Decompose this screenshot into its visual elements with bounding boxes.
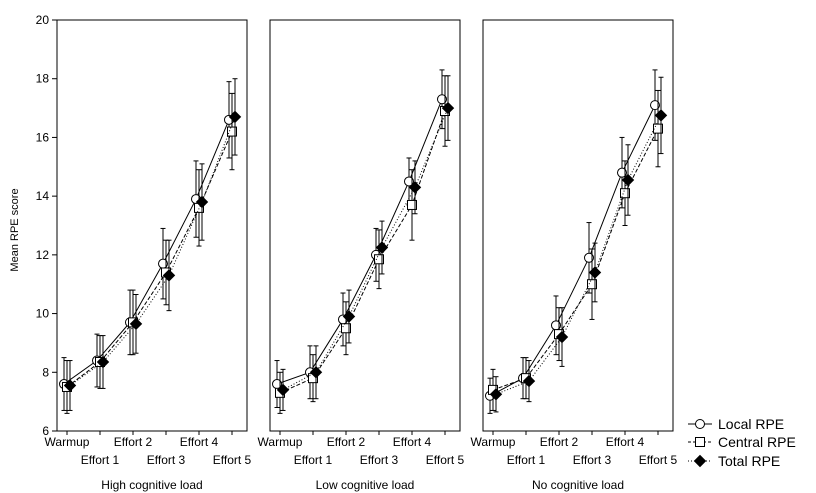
- data-point-diamond: [96, 355, 110, 369]
- series: [59, 81, 234, 411]
- y-tick-label: 18: [36, 72, 50, 86]
- y-tick-label: 6: [42, 424, 49, 438]
- panel-label: No cognitive load: [532, 478, 624, 492]
- chart-panel: Warmup Effort 1 Effort 2 Effort 3 Effort 4 Ef…: [471, 19, 678, 492]
- panels: Warmup Effort 1 Effort 2 Effort 3 Effort 4 Ef…: [45, 19, 678, 492]
- x-tick-label: Effort 4: [606, 435, 645, 449]
- data-point-square: [587, 279, 597, 290]
- x-tick-label: Effort 3: [360, 453, 399, 467]
- data-point-diamond: [654, 109, 668, 122]
- x-tick-label: Effort 5: [213, 453, 252, 467]
- data-point-diamond: [309, 366, 323, 379]
- x-tick-label: Effort 5: [639, 453, 678, 467]
- data-point-diamond: [162, 269, 176, 282]
- data-point-diamond: [63, 379, 77, 392]
- data-point-diamond: [342, 310, 356, 323]
- data-point-square: [407, 199, 417, 210]
- data-point-square: [653, 123, 663, 134]
- x-tick-label: Warmup: [258, 435, 303, 449]
- series-line: [63, 119, 230, 385]
- data-point-circle: [437, 94, 447, 105]
- data-point-diamond: [276, 383, 290, 397]
- x-tick-label: Effort 1: [294, 453, 333, 467]
- panel-frame: [269, 19, 461, 432]
- panel-frame: [56, 19, 248, 432]
- data-point-diamond: [228, 110, 242, 124]
- series: [63, 78, 242, 411]
- data-point-diamond: [408, 181, 422, 194]
- data-point-square: [227, 126, 237, 137]
- data-point-diamond: [441, 101, 455, 115]
- x-tick-label: Effort 4: [180, 435, 219, 449]
- data-point-circle: [650, 100, 660, 111]
- series: [276, 75, 455, 411]
- series-line: [276, 99, 443, 385]
- data-point-diamond: [588, 266, 602, 279]
- data-point-circle: [695, 419, 705, 429]
- series-line: [492, 128, 659, 391]
- x-tick-label: Effort 3: [147, 453, 186, 467]
- series: [62, 92, 237, 414]
- data-point-circle: [584, 252, 594, 263]
- legend-label: Total RPE: [718, 453, 780, 469]
- data-point-square: [341, 323, 351, 334]
- data-point-diamond: [129, 317, 143, 331]
- data-point-circle: [617, 167, 627, 178]
- series-line: [489, 104, 656, 397]
- y-tick-label: 8: [42, 365, 49, 379]
- chart-panel: Warmup Effort 1 Effort 2 Effort 3 Effort 4 Ef…: [258, 19, 465, 492]
- series-line: [69, 116, 236, 386]
- data-point-diamond: [621, 173, 635, 187]
- x-tick-label: Effort 1: [507, 453, 546, 467]
- y-tick-label: 20: [36, 13, 50, 27]
- panel-label: High cognitive load: [101, 478, 202, 492]
- data-point-circle: [404, 176, 414, 187]
- legend: Local RPE Central RPE Total RPE: [688, 416, 796, 469]
- series-line: [66, 131, 233, 388]
- y-tick-label: 12: [36, 248, 50, 262]
- legend-label: Central RPE: [718, 434, 796, 450]
- data-point-diamond: [375, 241, 389, 254]
- legend-label: Local RPE: [718, 416, 784, 432]
- x-tick-label: Effort 2: [114, 435, 153, 449]
- y-tick-label: 16: [36, 130, 50, 144]
- series: [485, 69, 660, 414]
- y-tick-label: 10: [36, 307, 50, 321]
- chart-panel: Warmup Effort 1 Effort 2 Effort 3 Effort 4 Ef…: [45, 19, 252, 492]
- series-line: [495, 115, 662, 395]
- x-tick-label: Effort 4: [393, 435, 432, 449]
- panel-frame: [482, 19, 674, 432]
- panel-label: Low cognitive load: [316, 478, 415, 492]
- data-point-diamond: [693, 454, 707, 468]
- y-tick-label: 14: [36, 189, 50, 203]
- x-tick-label: Warmup: [471, 435, 516, 449]
- x-tick-label: Effort 5: [426, 453, 465, 467]
- series-line: [282, 107, 449, 391]
- x-tick-label: Effort 2: [327, 435, 366, 449]
- data-point-diamond: [555, 330, 569, 344]
- x-tick-label: Effort 1: [81, 453, 120, 467]
- series: [489, 76, 668, 413]
- y-axis: 6 8 10 12 14 16 18 20: [36, 13, 57, 438]
- series: [488, 89, 663, 411]
- data-point-square: [695, 437, 705, 447]
- data-point-square: [374, 254, 384, 265]
- data-point-diamond: [195, 195, 209, 209]
- x-tick-label: Effort 2: [540, 435, 579, 449]
- data-point-diamond: [489, 388, 503, 401]
- x-tick-label: Warmup: [45, 435, 90, 449]
- y-axis-label: Mean RPE score: [9, 188, 21, 271]
- data-point-diamond: [522, 374, 536, 388]
- x-tick-label: Effort 3: [573, 453, 612, 467]
- series: [272, 69, 447, 409]
- series: [275, 75, 450, 414]
